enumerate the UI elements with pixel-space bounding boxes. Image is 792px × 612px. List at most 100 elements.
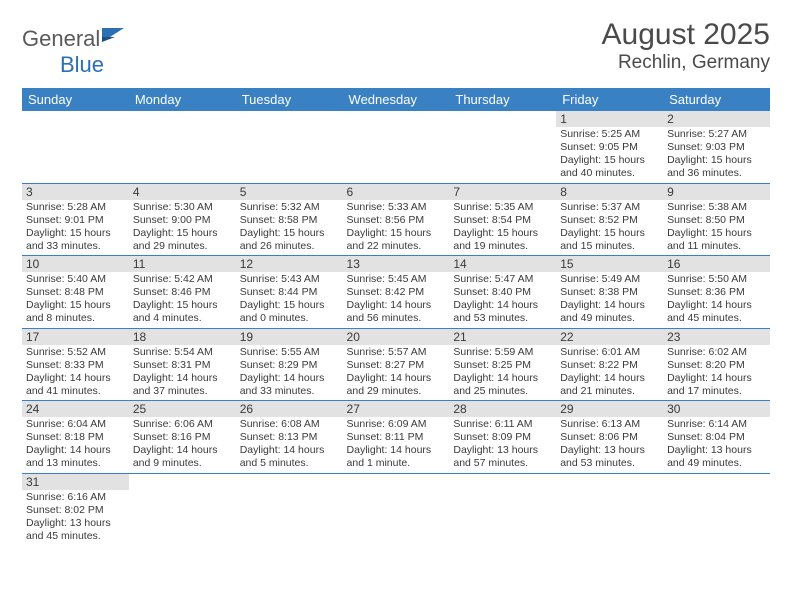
daylight-text: Daylight: 14 hours and 21 minutes.: [560, 372, 659, 398]
sunrise-text: Sunrise: 6:01 AM: [560, 346, 659, 359]
sunrise-text: Sunrise: 6:02 AM: [667, 346, 766, 359]
sunset-text: Sunset: 8:22 PM: [560, 359, 659, 372]
day-number: 21: [449, 329, 556, 345]
day-number: 4: [129, 184, 236, 200]
daylight-text: Daylight: 13 hours and 49 minutes.: [667, 444, 766, 470]
sunset-text: Sunset: 9:01 PM: [26, 214, 125, 227]
day-number: 30: [663, 401, 770, 417]
sunset-text: Sunset: 8:38 PM: [560, 286, 659, 299]
sunset-text: Sunset: 8:46 PM: [133, 286, 232, 299]
day-number: 28: [449, 401, 556, 417]
day-cell: 8Sunrise: 5:37 AMSunset: 8:52 PMDaylight…: [556, 183, 663, 256]
day-cell: 11Sunrise: 5:42 AMSunset: 8:46 PMDayligh…: [129, 256, 236, 329]
day-cell: 19Sunrise: 5:55 AMSunset: 8:29 PMDayligh…: [236, 328, 343, 401]
sunrise-text: Sunrise: 6:08 AM: [240, 418, 339, 431]
calendar-table: Sunday Monday Tuesday Wednesday Thursday…: [22, 88, 770, 545]
daylight-text: Daylight: 14 hours and 33 minutes.: [240, 372, 339, 398]
day-info: Sunrise: 5:40 AMSunset: 8:48 PMDaylight:…: [22, 272, 129, 328]
day-number: 23: [663, 329, 770, 345]
day-cell: 22Sunrise: 6:01 AMSunset: 8:22 PMDayligh…: [556, 328, 663, 401]
week-row: 10Sunrise: 5:40 AMSunset: 8:48 PMDayligh…: [22, 256, 770, 329]
daylight-text: Daylight: 13 hours and 57 minutes.: [453, 444, 552, 470]
daylight-text: Daylight: 15 hours and 29 minutes.: [133, 227, 232, 253]
daylight-text: Daylight: 15 hours and 19 minutes.: [453, 227, 552, 253]
day-number: 31: [22, 474, 129, 490]
day-info: Sunrise: 6:04 AMSunset: 8:18 PMDaylight:…: [22, 417, 129, 473]
day-number: 7: [449, 184, 556, 200]
sunrise-text: Sunrise: 5:33 AM: [347, 201, 446, 214]
day-info: Sunrise: 6:16 AMSunset: 8:02 PMDaylight:…: [22, 490, 129, 546]
sunset-text: Sunset: 8:31 PM: [133, 359, 232, 372]
day-number: 18: [129, 329, 236, 345]
day-cell: 6Sunrise: 5:33 AMSunset: 8:56 PMDaylight…: [343, 183, 450, 256]
day-info: Sunrise: 6:08 AMSunset: 8:13 PMDaylight:…: [236, 417, 343, 473]
day-number: 16: [663, 256, 770, 272]
calendar-body: 1Sunrise: 5:25 AMSunset: 9:05 PMDaylight…: [22, 111, 770, 545]
sunrise-text: Sunrise: 5:25 AM: [560, 128, 659, 141]
sunset-text: Sunset: 8:48 PM: [26, 286, 125, 299]
day-info: Sunrise: 5:54 AMSunset: 8:31 PMDaylight:…: [129, 345, 236, 401]
sunrise-text: Sunrise: 6:04 AM: [26, 418, 125, 431]
day-info: Sunrise: 5:30 AMSunset: 9:00 PMDaylight:…: [129, 200, 236, 256]
day-cell: [236, 473, 343, 545]
sunset-text: Sunset: 8:56 PM: [347, 214, 446, 227]
sunrise-text: Sunrise: 6:09 AM: [347, 418, 446, 431]
weekday-header: Friday: [556, 88, 663, 111]
day-number: 26: [236, 401, 343, 417]
day-number: 25: [129, 401, 236, 417]
day-number: 22: [556, 329, 663, 345]
week-row: 3Sunrise: 5:28 AMSunset: 9:01 PMDaylight…: [22, 183, 770, 256]
day-cell: 26Sunrise: 6:08 AMSunset: 8:13 PMDayligh…: [236, 401, 343, 474]
weekday-header: Tuesday: [236, 88, 343, 111]
day-info: Sunrise: 5:27 AMSunset: 9:03 PMDaylight:…: [663, 127, 770, 183]
weekday-header: Monday: [129, 88, 236, 111]
sunrise-text: Sunrise: 6:06 AM: [133, 418, 232, 431]
day-info: Sunrise: 5:49 AMSunset: 8:38 PMDaylight:…: [556, 272, 663, 328]
daylight-text: Daylight: 14 hours and 37 minutes.: [133, 372, 232, 398]
sunset-text: Sunset: 8:36 PM: [667, 286, 766, 299]
day-cell: [449, 473, 556, 545]
sunset-text: Sunset: 8:40 PM: [453, 286, 552, 299]
day-cell: 14Sunrise: 5:47 AMSunset: 8:40 PMDayligh…: [449, 256, 556, 329]
logo: GeneralBlue: [22, 26, 128, 78]
sunrise-text: Sunrise: 5:32 AM: [240, 201, 339, 214]
sunrise-text: Sunrise: 5:28 AM: [26, 201, 125, 214]
sunset-text: Sunset: 8:44 PM: [240, 286, 339, 299]
day-info: Sunrise: 6:02 AMSunset: 8:20 PMDaylight:…: [663, 345, 770, 401]
day-info: Sunrise: 5:45 AMSunset: 8:42 PMDaylight:…: [343, 272, 450, 328]
day-cell: 25Sunrise: 6:06 AMSunset: 8:16 PMDayligh…: [129, 401, 236, 474]
day-number: 12: [236, 256, 343, 272]
sunset-text: Sunset: 9:03 PM: [667, 141, 766, 154]
day-info: Sunrise: 6:06 AMSunset: 8:16 PMDaylight:…: [129, 417, 236, 473]
weekday-header: Sunday: [22, 88, 129, 111]
daylight-text: Daylight: 14 hours and 25 minutes.: [453, 372, 552, 398]
sunset-text: Sunset: 8:25 PM: [453, 359, 552, 372]
sunrise-text: Sunrise: 5:38 AM: [667, 201, 766, 214]
sunset-text: Sunset: 9:00 PM: [133, 214, 232, 227]
day-number: 9: [663, 184, 770, 200]
day-info: Sunrise: 5:42 AMSunset: 8:46 PMDaylight:…: [129, 272, 236, 328]
day-cell: 16Sunrise: 5:50 AMSunset: 8:36 PMDayligh…: [663, 256, 770, 329]
day-cell: [236, 111, 343, 183]
day-cell: 23Sunrise: 6:02 AMSunset: 8:20 PMDayligh…: [663, 328, 770, 401]
day-cell: 29Sunrise: 6:13 AMSunset: 8:06 PMDayligh…: [556, 401, 663, 474]
day-number: 6: [343, 184, 450, 200]
day-cell: 18Sunrise: 5:54 AMSunset: 8:31 PMDayligh…: [129, 328, 236, 401]
day-info: Sunrise: 5:38 AMSunset: 8:50 PMDaylight:…: [663, 200, 770, 256]
day-number: 8: [556, 184, 663, 200]
daylight-text: Daylight: 14 hours and 41 minutes.: [26, 372, 125, 398]
daylight-text: Daylight: 14 hours and 13 minutes.: [26, 444, 125, 470]
day-cell: [556, 473, 663, 545]
day-cell: 9Sunrise: 5:38 AMSunset: 8:50 PMDaylight…: [663, 183, 770, 256]
sunrise-text: Sunrise: 5:42 AM: [133, 273, 232, 286]
daylight-text: Daylight: 15 hours and 33 minutes.: [26, 227, 125, 253]
sunset-text: Sunset: 8:29 PM: [240, 359, 339, 372]
day-cell: [343, 473, 450, 545]
daylight-text: Daylight: 15 hours and 8 minutes.: [26, 299, 125, 325]
day-cell: 24Sunrise: 6:04 AMSunset: 8:18 PMDayligh…: [22, 401, 129, 474]
sunset-text: Sunset: 8:13 PM: [240, 431, 339, 444]
daylight-text: Daylight: 14 hours and 5 minutes.: [240, 444, 339, 470]
sunrise-text: Sunrise: 5:43 AM: [240, 273, 339, 286]
day-cell: [449, 111, 556, 183]
logo-text: GeneralBlue: [22, 26, 128, 78]
